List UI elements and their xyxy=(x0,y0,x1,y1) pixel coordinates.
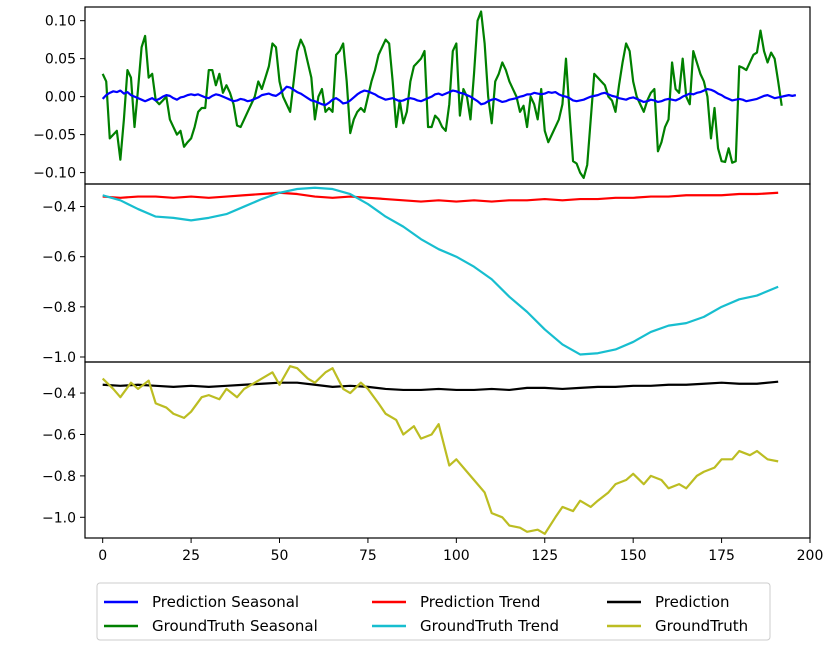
x-tick-label: 75 xyxy=(359,548,377,564)
series-line-groundtruth xyxy=(101,365,779,535)
y-tick-label: −0.10 xyxy=(33,166,76,182)
x-tick-label: 50 xyxy=(271,548,289,564)
y-tick-label: −0.6 xyxy=(42,250,76,266)
legend-label: Prediction Trend xyxy=(420,593,540,611)
legend-label: GroundTruth xyxy=(655,617,748,635)
series-line-groundtruth-seasonal xyxy=(101,10,783,180)
x-tick-label: 0 xyxy=(98,548,107,564)
panel-frame xyxy=(84,183,811,363)
y-tick-label: 0.00 xyxy=(45,90,76,106)
legend-label: Prediction Seasonal xyxy=(152,593,299,611)
series-line-prediction-trend xyxy=(102,191,779,203)
x-tick-label: 25 xyxy=(182,548,200,564)
x-axis: 0 25 50 75 100 125 150 175 200 xyxy=(98,538,823,564)
legend-label: GroundTruth Seasonal xyxy=(152,617,318,635)
y-tick-label: 0.10 xyxy=(45,14,76,30)
x-tick-label: 175 xyxy=(708,548,735,564)
series-line-groundtruth-trend xyxy=(102,186,779,356)
y-tick-label: −0.6 xyxy=(42,427,76,443)
panel-combined: −0.4 −0.6 −0.8 −1.0 xyxy=(42,361,811,539)
y-tick-label: −1.0 xyxy=(42,510,76,526)
y-tick-label: −0.8 xyxy=(42,300,76,316)
y-tick-label: −1.0 xyxy=(42,350,76,366)
y-tick-label: −0.4 xyxy=(42,386,76,402)
series-line-prediction-seasonal xyxy=(101,85,797,107)
x-tick-label: 150 xyxy=(620,548,647,564)
x-tick-label: 200 xyxy=(797,548,824,564)
y-tick-label: 0.05 xyxy=(45,52,76,68)
legend-box xyxy=(96,582,771,641)
legend-label: GroundTruth Trend xyxy=(420,617,559,635)
y-tick-label: −0.4 xyxy=(42,200,76,216)
y-tick-label: −0.05 xyxy=(33,128,76,144)
panel-trend: −0.4 −0.6 −0.8 −1.0 xyxy=(42,183,811,366)
y-tick-label: −0.8 xyxy=(42,469,76,485)
panel-frame xyxy=(84,361,811,539)
x-tick-label: 100 xyxy=(443,548,470,564)
panel-seasonal: 0.10 0.05 0.00 −0.05 −0.10 xyxy=(33,6,811,185)
x-tick-label: 125 xyxy=(531,548,558,564)
legend: Prediction Seasonal GroundTruth Seasonal P… xyxy=(96,582,771,641)
series-line-prediction xyxy=(102,380,779,392)
legend-label: Prediction xyxy=(655,593,730,611)
